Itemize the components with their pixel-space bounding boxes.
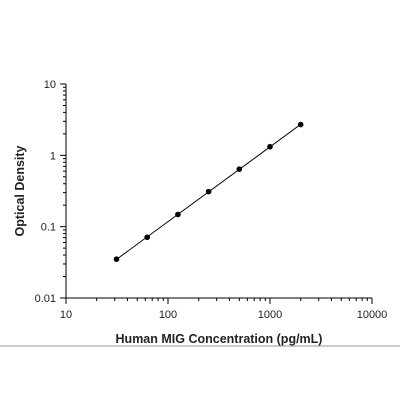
y-tick-label: 0.01 — [35, 293, 56, 305]
data-point — [144, 234, 150, 241]
x-tick-label: 10000 — [357, 309, 388, 321]
x-tick-label: 1000 — [258, 309, 282, 321]
x-axis-ticks: 10 100 1000 10000 — [60, 298, 387, 321]
data-point — [175, 211, 181, 218]
y-axis-title: Optical Density — [13, 145, 27, 236]
x-axis-title: Human MIG Concentration (pg/mL) — [116, 332, 323, 346]
y-tick-label: 0.1 — [41, 222, 56, 234]
x-tick-label: 10 — [60, 309, 72, 321]
data-series — [113, 121, 304, 262]
x-tick-label: 100 — [159, 309, 177, 321]
data-point — [205, 188, 212, 195]
data-point — [236, 166, 243, 172]
data-point — [113, 256, 120, 262]
plot-axes — [65, 84, 372, 299]
y-tick-label: 1 — [50, 150, 56, 162]
data-point — [297, 121, 304, 128]
data-point — [267, 143, 273, 150]
y-axis-ticks: 0.01 0.1 1 10 — [35, 79, 66, 305]
y-tick-label: 10 — [44, 79, 56, 91]
